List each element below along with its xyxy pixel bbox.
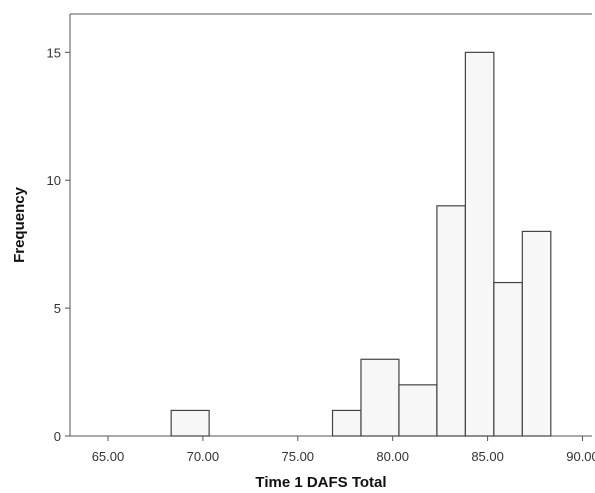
y-tick-label: 10 (47, 173, 61, 188)
histogram-bar (464, 51, 495, 437)
y-tick-label: 0 (54, 429, 61, 444)
bars-group (170, 51, 552, 437)
histogram-bar (436, 205, 466, 437)
x-tick-label: 70.00 (187, 449, 220, 464)
y-axis-title: Frequency (11, 186, 28, 263)
histogram-bar (331, 409, 362, 437)
x-axis-title: Time 1 DAFS Total (255, 474, 386, 491)
x-tick-label: 90.00 (566, 449, 595, 464)
y-ticks-group: 0 5 10 15 (47, 45, 70, 444)
y-tick-label: 5 (54, 301, 61, 316)
histogram-bar (170, 409, 210, 437)
y-tick-label: 15 (47, 45, 61, 60)
histogram-bar (360, 358, 400, 437)
x-ticks-group: 65.00 70.00 75.00 80.00 85.00 90.00 (92, 436, 595, 464)
histogram-bar (398, 384, 438, 437)
plot-area: 65.00 70.00 75.00 80.00 85.00 90.00 0 5 10 15 (47, 13, 595, 464)
histogram-bar (521, 230, 552, 437)
x-tick-label: 65.00 (92, 449, 125, 464)
x-tick-label: 85.00 (471, 449, 504, 464)
x-tick-label: 80.00 (376, 449, 409, 464)
x-tick-label: 75.00 (282, 449, 315, 464)
histogram-bar (493, 281, 523, 437)
